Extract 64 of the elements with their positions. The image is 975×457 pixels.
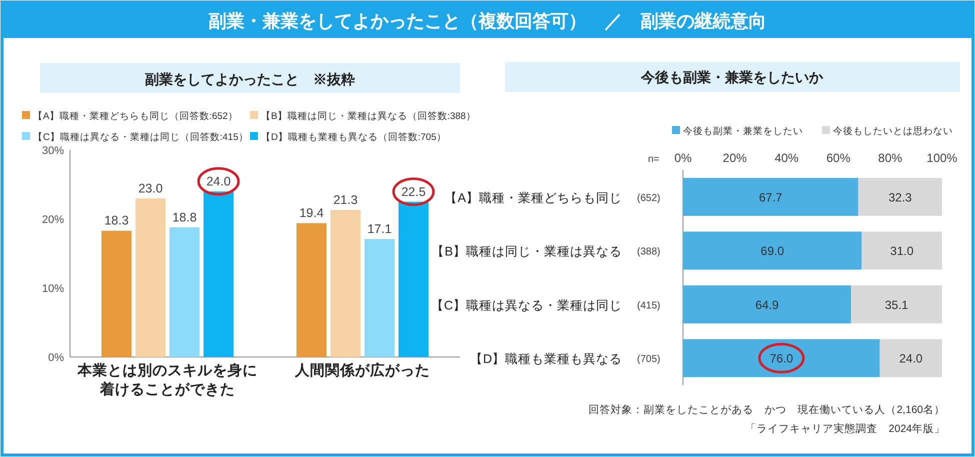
text: 「ライフキャリア実態調査 2024年版」 xyxy=(746,422,945,435)
legend-label: 【D】職種も業種も異なる（回答数:705） xyxy=(261,131,446,143)
data-label: 19.4 xyxy=(299,206,324,220)
data-label: 17.1 xyxy=(367,222,392,236)
text: (652) xyxy=(637,192,660,204)
y-tick-label: 【C】職種は異なる・業種は同じ xyxy=(430,298,622,312)
data-label: 69.0 xyxy=(760,244,784,258)
y-tick-label: 【A】職種・業種どちらも同じ xyxy=(444,190,622,205)
bar xyxy=(296,223,326,357)
x-tick-label: 40% xyxy=(774,151,799,165)
text: (705) xyxy=(637,354,660,366)
bar xyxy=(683,339,880,378)
legend-label: 今後も副業・兼業をしたい xyxy=(683,125,803,137)
data-label: 32.3 xyxy=(888,190,912,204)
y-tick-label: 10% xyxy=(42,283,64,295)
y-tick-label: 0% xyxy=(48,352,64,364)
legend-label: 【C】職種は異なる・業種は同じ（回答数:415） xyxy=(33,131,248,143)
bar xyxy=(364,239,394,357)
data-label: 35.1 xyxy=(884,298,909,312)
data-label: 18.8 xyxy=(172,210,197,224)
data-label: 76.0 xyxy=(770,352,794,366)
data-label: 67.7 xyxy=(758,190,783,204)
x-tick-label: 本業とは別のスキルを身に着けることができた xyxy=(76,362,258,398)
data-label: 64.9 xyxy=(755,298,780,312)
data-label: 24.0 xyxy=(206,174,231,188)
bar xyxy=(862,232,942,270)
bar xyxy=(683,285,852,324)
bar xyxy=(170,227,200,357)
bar xyxy=(683,232,862,270)
data-label: 18.3 xyxy=(104,214,129,228)
legend-label: 【A】職種・業種どちらも同じ（回答数:652） xyxy=(33,110,238,122)
x-tick-label: 100% xyxy=(926,151,958,165)
bar xyxy=(398,202,428,357)
data-label: 21.3 xyxy=(333,193,358,208)
bar xyxy=(683,178,858,216)
legend-label: 【B】職種は同じ・業種は異なる（回答数:388） xyxy=(261,110,476,122)
text: n= xyxy=(648,154,660,165)
x-tick-label: 0% xyxy=(674,151,692,165)
y-tick-label: 【D】職種も業種も異なる xyxy=(470,352,622,366)
text: 回答対象：副業をしたことがある かつ 現在働いている人（2,160名） xyxy=(588,403,945,416)
bar xyxy=(858,178,942,216)
x-tick-label: 80% xyxy=(878,151,903,165)
y-tick-label: 20% xyxy=(42,214,64,226)
data-label: 23.0 xyxy=(138,181,163,196)
y-tick-label: 【B】職種は同じ・業種は異なる xyxy=(432,244,622,259)
bar xyxy=(102,230,132,357)
bar xyxy=(136,198,166,357)
x-tick-label: 60% xyxy=(826,151,851,165)
data-label: 31.0 xyxy=(890,244,914,258)
data-label: 22.5 xyxy=(401,184,426,199)
text: (388) xyxy=(637,246,660,258)
chart-title: 今後も副業・兼業をしたいか xyxy=(640,69,824,85)
chart-subtitle: 副業をしてよかったこと ※抜粋 xyxy=(145,71,355,87)
bar xyxy=(880,339,942,378)
bar xyxy=(851,285,942,324)
chart-title: 副業・兼業をしてよかったこと（複数回答可） ／ 副業の継続意向 xyxy=(208,11,766,31)
x-tick-label: 人間関係が広がった xyxy=(294,361,430,379)
bar xyxy=(330,210,360,357)
x-tick-label: 20% xyxy=(722,151,748,165)
text: (415) xyxy=(637,300,660,312)
data-label: 24.0 xyxy=(899,352,923,366)
bar xyxy=(204,191,234,357)
y-tick-label: 30% xyxy=(42,145,64,157)
legend-label: 今後もしたいとは思わない xyxy=(833,125,953,137)
